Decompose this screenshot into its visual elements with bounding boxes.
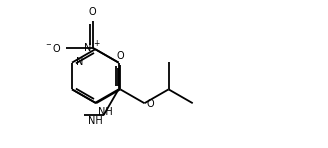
- Text: O: O: [147, 99, 154, 109]
- Text: O: O: [89, 7, 96, 17]
- Text: N: N: [76, 57, 84, 67]
- Text: +: +: [94, 39, 100, 48]
- Text: N: N: [84, 43, 92, 53]
- Text: NH: NH: [98, 107, 113, 117]
- Text: NH: NH: [88, 116, 103, 126]
- Text: O: O: [116, 51, 124, 61]
- Text: $^-$O: $^-$O: [44, 42, 62, 54]
